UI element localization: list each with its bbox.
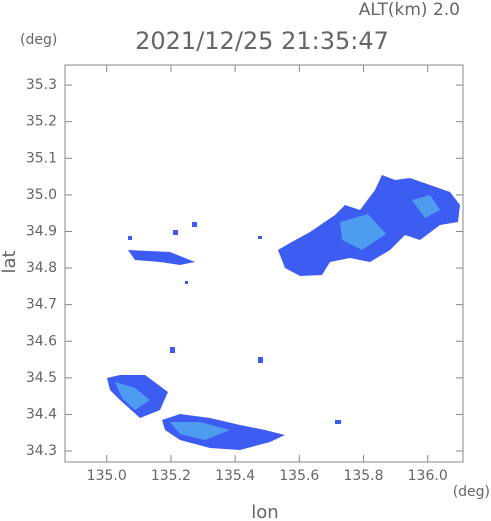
y-tick-label: 34.6: [26, 333, 57, 349]
x-tick-label: 135.2: [151, 468, 191, 484]
x-tick-label: 135.6: [279, 468, 319, 484]
echo-core: [115, 382, 150, 410]
y-tick-label: 35.3: [26, 77, 57, 93]
chart-title: 2021/12/25 21:35:47: [135, 27, 389, 55]
x-tick-label: 135.4: [215, 468, 255, 484]
altitude-label: ALT(km) 2.0: [359, 0, 460, 20]
echo-area: [128, 250, 195, 265]
x-axis-label: lon: [251, 502, 278, 521]
y-tick-label: 34.9: [26, 223, 57, 239]
y-tick-label: 34.4: [26, 406, 57, 422]
plot-frame: [64, 64, 464, 463]
y-tick-label: 34.7: [26, 297, 57, 313]
echo-core: [340, 195, 440, 250]
x-tick-label: 136.0: [408, 468, 448, 484]
x-tick-label: 135.0: [87, 468, 127, 484]
y-tick-label: 34.8: [26, 260, 57, 276]
x-tick-label: 135.8: [343, 468, 383, 484]
y-tick-label: 34.5: [26, 370, 57, 386]
y-tick-label: 35.0: [26, 187, 57, 203]
y-tick-label: 34.3: [26, 443, 57, 459]
y-tick-label: 35.2: [26, 114, 57, 130]
y-axis-label: lat: [0, 250, 20, 273]
axes: [64, 64, 464, 463]
echo-core: [170, 422, 230, 440]
x-unit: (deg): [453, 484, 490, 500]
y-unit: (deg): [20, 32, 57, 48]
radar-echo: [107, 175, 460, 450]
y-tick-label: 35.1: [26, 150, 57, 166]
